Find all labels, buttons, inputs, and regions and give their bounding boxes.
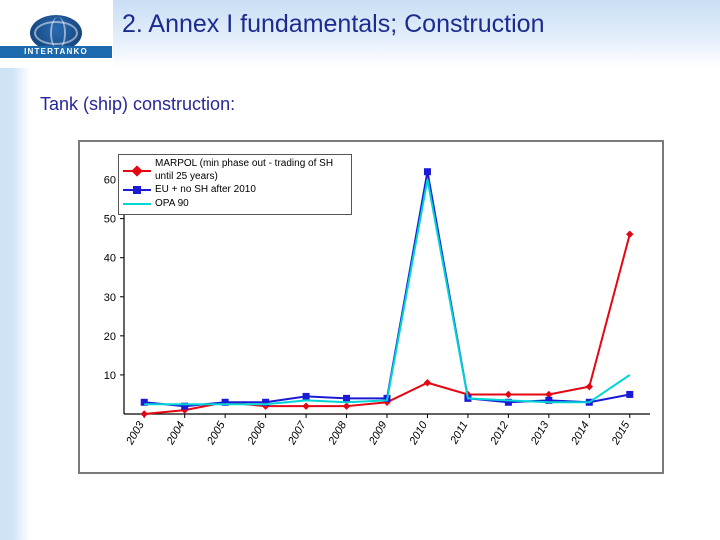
svg-text:40: 40 xyxy=(104,253,116,265)
legend-item: OPA 90 xyxy=(123,198,347,211)
svg-text:2007: 2007 xyxy=(286,419,310,448)
svg-text:2015: 2015 xyxy=(609,419,633,448)
svg-text:2006: 2006 xyxy=(245,419,269,448)
subtitle: Tank (ship) construction: xyxy=(40,94,235,115)
svg-text:2014: 2014 xyxy=(569,420,592,448)
page-title: 2. Annex I fundamentals; Construction xyxy=(122,10,712,39)
legend-swatch xyxy=(123,166,151,176)
svg-text:60: 60 xyxy=(104,175,116,187)
slide: INTERTANKO 2. Annex I fundamentals; Cons… xyxy=(0,0,720,540)
svg-text:2004: 2004 xyxy=(164,420,187,448)
svg-text:50: 50 xyxy=(104,214,116,226)
legend-swatch xyxy=(123,199,151,209)
left-stripe xyxy=(0,0,30,540)
svg-text:2010: 2010 xyxy=(407,419,431,448)
logo-box: INTERTANKO xyxy=(0,0,113,68)
legend-item: EU + no SH after 2010 xyxy=(123,184,347,197)
svg-text:30: 30 xyxy=(104,292,116,304)
svg-text:2003: 2003 xyxy=(124,419,148,448)
svg-text:2012: 2012 xyxy=(488,420,511,448)
legend-label: OPA 90 xyxy=(155,198,189,211)
chart-legend: MARPOL (min phase out - trading of SH un… xyxy=(118,154,352,215)
legend-item: MARPOL (min phase out - trading of SH un… xyxy=(123,158,347,183)
svg-text:2008: 2008 xyxy=(326,419,350,448)
svg-text:2005: 2005 xyxy=(205,419,229,448)
legend-label: EU + no SH after 2010 xyxy=(155,184,256,197)
svg-text:2011: 2011 xyxy=(448,420,471,447)
svg-text:2013: 2013 xyxy=(528,419,552,448)
legend-swatch xyxy=(123,185,151,195)
svg-text:10: 10 xyxy=(104,370,116,382)
header-bar: INTERTANKO 2. Annex I fundamentals; Cons… xyxy=(0,0,720,68)
legend-label: MARPOL (min phase out - trading of SH un… xyxy=(155,158,347,183)
svg-text:2009: 2009 xyxy=(366,420,389,448)
logo-text: INTERTANKO xyxy=(0,46,112,58)
svg-text:20: 20 xyxy=(104,331,116,343)
